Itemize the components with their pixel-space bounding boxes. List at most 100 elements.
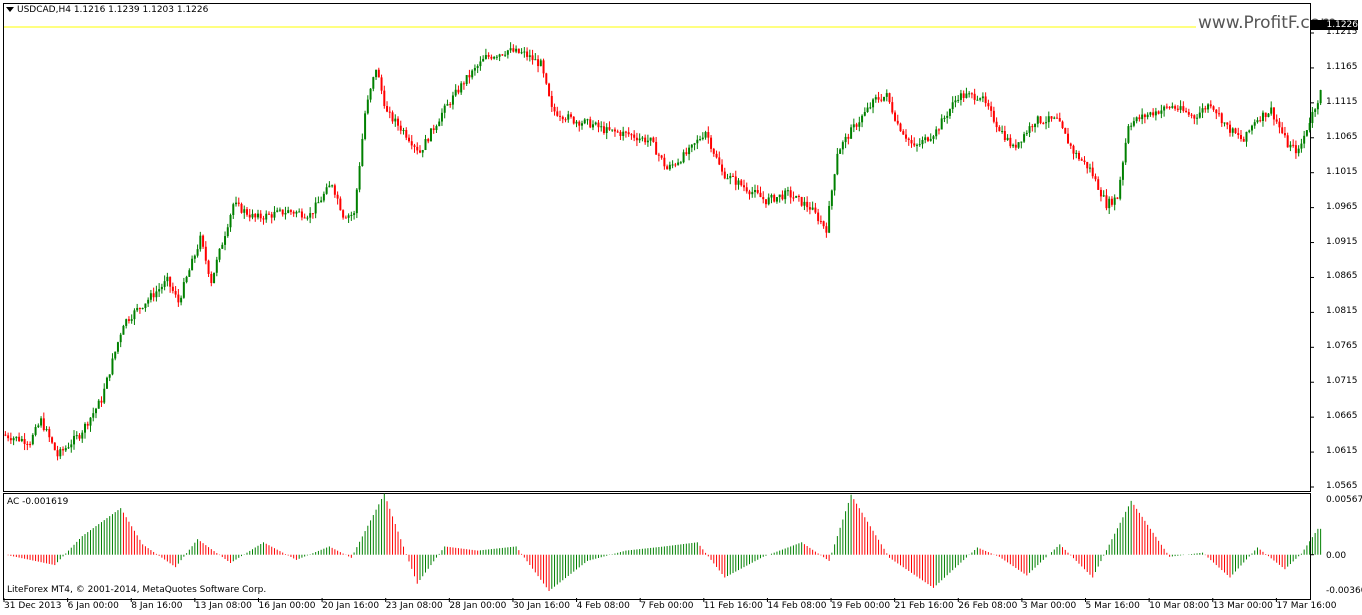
candle-body xyxy=(666,166,669,170)
candle-body xyxy=(1001,131,1004,133)
candle-body xyxy=(344,217,347,219)
candle-body xyxy=(1121,162,1124,180)
candle-body xyxy=(979,98,982,100)
price-axis-label: 1.0965 xyxy=(1326,201,1358,212)
candle-body xyxy=(163,281,166,287)
candle-body xyxy=(918,144,921,146)
candle-body xyxy=(545,73,548,84)
candle-body xyxy=(204,246,207,261)
time-axis-label: 4 Feb 08:00 xyxy=(576,601,630,611)
candle-body xyxy=(773,195,776,202)
copyright-text: LiteForex MT4, © 2001-2014, MetaQuotes S… xyxy=(7,585,267,595)
candle-body xyxy=(185,276,188,283)
candle-body xyxy=(215,259,218,273)
candle-body xyxy=(764,199,767,205)
candle-body xyxy=(965,93,968,98)
time-axis-label: 13 Jan 08:00 xyxy=(194,601,252,611)
candle-body xyxy=(408,137,411,142)
candle-body xyxy=(701,137,704,140)
candle-body xyxy=(770,195,773,198)
candle-body xyxy=(328,185,331,188)
price-chart-panel[interactable] xyxy=(3,3,1311,492)
candle-body xyxy=(542,60,545,74)
candle-body xyxy=(224,236,227,245)
candle-body xyxy=(688,147,691,155)
candle-body xyxy=(751,192,754,195)
candle-body xyxy=(353,213,356,215)
candle-body xyxy=(1091,167,1094,177)
candle-body xyxy=(946,115,949,118)
candle-body xyxy=(1113,197,1116,205)
dropdown-arrow-icon[interactable] xyxy=(6,7,14,12)
candle-body xyxy=(1163,106,1166,111)
candle-body xyxy=(1193,115,1196,119)
candle-body xyxy=(193,255,196,259)
candle-body xyxy=(23,438,26,444)
candle-body xyxy=(278,209,281,211)
candle-body xyxy=(440,112,443,122)
candle-body xyxy=(265,213,268,220)
candle-body xyxy=(874,97,877,100)
candle-body xyxy=(1220,113,1223,124)
candle-body xyxy=(484,55,487,59)
candle-body xyxy=(627,132,630,135)
candle-body xyxy=(948,109,951,116)
price-axis-label: 1.1115 xyxy=(1326,96,1358,107)
candle-body xyxy=(932,136,935,139)
candle-body xyxy=(756,189,759,193)
candle-body xyxy=(745,187,748,192)
last-price-tag: 1.1226 xyxy=(1310,20,1358,30)
candle-body xyxy=(1218,113,1221,115)
candle-body xyxy=(1009,137,1012,147)
candle-body xyxy=(1226,122,1229,125)
candle-body xyxy=(1231,128,1234,133)
candle-body xyxy=(1141,114,1144,120)
candle-body xyxy=(177,294,180,303)
candle-body xyxy=(1031,126,1034,128)
candle-body xyxy=(1190,114,1193,116)
candle-body xyxy=(729,175,732,179)
candle-body xyxy=(937,129,940,131)
accelerator-oscillator-panel[interactable] xyxy=(3,493,1311,600)
price-axis-label: 1.0715 xyxy=(1326,376,1358,387)
candle-body xyxy=(48,429,51,438)
candle-body xyxy=(1179,106,1182,110)
candle-body xyxy=(699,139,702,141)
candle-body xyxy=(377,69,380,78)
candle-body xyxy=(158,289,161,292)
candle-body xyxy=(303,217,306,219)
candle-body xyxy=(67,447,70,449)
candle-body xyxy=(413,145,416,147)
candle-body xyxy=(1261,112,1264,121)
candle-body xyxy=(144,303,147,309)
candle-body xyxy=(1086,161,1089,169)
candle-body xyxy=(1094,176,1097,180)
candle-body xyxy=(298,211,301,213)
time-axis-label: 21 Feb 16:00 xyxy=(894,601,954,611)
candle-body xyxy=(693,143,696,145)
price-axis-label: 1.0615 xyxy=(1326,446,1358,457)
candle-body xyxy=(75,435,78,437)
candle-body xyxy=(611,129,614,131)
candle-body xyxy=(740,180,743,186)
candle-body xyxy=(784,190,787,200)
candle-body xyxy=(40,418,43,426)
candle-body xyxy=(1083,160,1086,162)
candle-body xyxy=(1135,117,1138,122)
candle-body xyxy=(366,99,369,114)
candle-body xyxy=(531,55,534,61)
candle-body xyxy=(1108,198,1111,209)
candle-body xyxy=(594,122,597,125)
candle-body xyxy=(605,127,608,133)
candle-body xyxy=(1124,142,1127,163)
candle-body xyxy=(462,83,465,85)
candle-body xyxy=(732,175,735,177)
candle-body xyxy=(858,122,861,127)
candle-body xyxy=(968,93,971,95)
candle-body xyxy=(775,197,778,202)
candle-body xyxy=(248,214,251,218)
candle-body xyxy=(147,299,150,304)
symbol-header: USDCAD,H4 1.1216 1.1239 1.1203 1.1226 xyxy=(17,5,209,15)
candle-body xyxy=(114,351,117,359)
candle-body xyxy=(1088,167,1091,169)
